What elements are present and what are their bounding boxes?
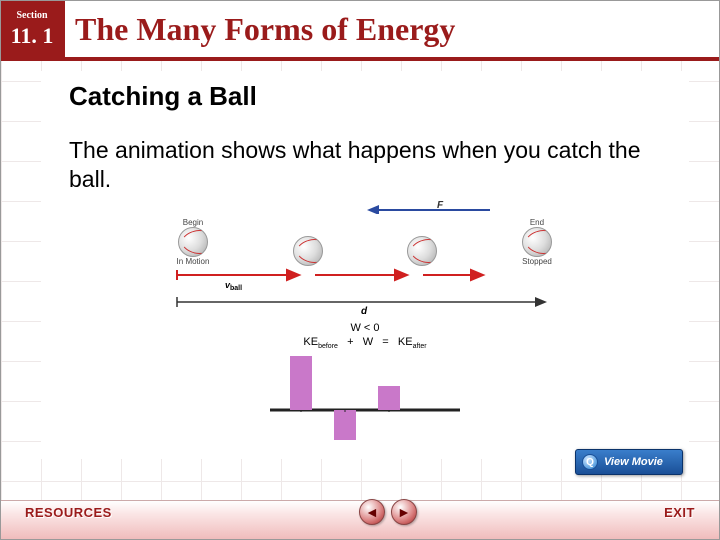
ball-icon [407,236,437,266]
energy-equation: KEbefore + W = KEafter [165,336,565,350]
work-equation: W < 0 [165,322,565,334]
nav-prev-button[interactable]: ◄ [359,499,385,525]
slide: Section 11. 1 The Many Forms of Energy C… [0,0,720,540]
page-title: The Many Forms of Energy [75,11,455,48]
movie-label: View Movie [604,456,663,468]
view-movie-button[interactable]: Q View Movie [575,449,683,475]
ball-icon [178,227,208,257]
title-box: The Many Forms of Energy [63,1,719,57]
physics-diagram: F Begin In Motion End [165,202,565,444]
section-box: Section 11. 1 [1,1,63,57]
exit-button[interactable]: EXIT [664,505,695,520]
resources-button[interactable]: RESOURCES [25,505,112,520]
begin-label: Begin [183,218,203,227]
content-area: Catching a Ball The animation shows what… [41,71,689,459]
ball-icon [293,236,323,266]
nav-next-button[interactable]: ► [391,499,417,525]
ball-end-group: End Stopped [509,218,565,266]
subtitle: Catching a Ball [69,81,661,112]
ball-begin-group: Begin In Motion [165,218,221,266]
work-term: W [363,336,373,348]
movie-icon: Q [582,454,598,470]
velocity-arrows: vball [165,266,565,290]
v-label: vball [225,280,242,290]
d-label: d [361,306,368,315]
energy-bar-chart [165,354,565,444]
body-text: The animation shows what happens when yo… [69,136,661,194]
section-label: Section [16,10,47,21]
balls-row: Begin In Motion End Stopped [165,202,565,266]
in-motion-label: In Motion [177,257,210,266]
nav-buttons: ◄ ► [359,499,417,525]
footer-bar: RESOURCES ◄ ► EXIT [1,485,719,539]
ball-mid2-group [394,236,450,266]
displacement-arrow: d [165,295,565,315]
ball-mid1-group [280,236,336,266]
end-label: End [530,218,544,227]
ke-before: KE [303,336,318,348]
ball-icon [522,227,552,257]
section-number: 11. 1 [11,23,54,49]
stopped-label: Stopped [522,257,552,266]
ke-after: KE [398,336,413,348]
header: Section 11. 1 The Many Forms of Energy [1,1,719,61]
